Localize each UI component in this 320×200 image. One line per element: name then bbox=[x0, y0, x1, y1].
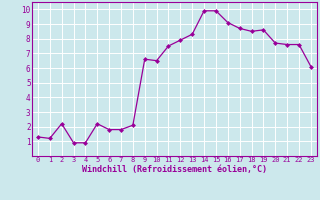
X-axis label: Windchill (Refroidissement éolien,°C): Windchill (Refroidissement éolien,°C) bbox=[82, 165, 267, 174]
